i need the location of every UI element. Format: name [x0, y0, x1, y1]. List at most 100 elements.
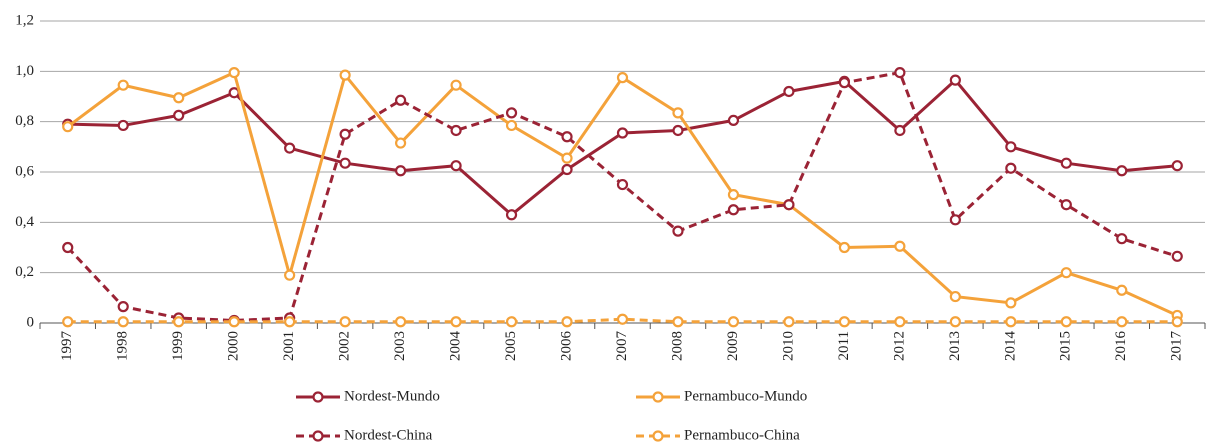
data-point: [394, 165, 407, 177]
series-line: [66, 70, 1178, 317]
data-point: [1005, 297, 1017, 309]
legend-marker: [652, 391, 664, 403]
data-point: [394, 94, 407, 106]
legend-label: Nordest-Mundo: [344, 388, 440, 404]
data-point: [949, 316, 961, 328]
x-tick-label: 2017: [1169, 331, 1185, 362]
data-point: [505, 209, 518, 221]
data-point: [62, 241, 74, 254]
data-point: [672, 124, 684, 137]
data-point: [783, 199, 795, 211]
legend-label: Pernambuco-China: [684, 427, 800, 443]
data-point: [1116, 233, 1128, 245]
x-tick-label: 2006: [558, 331, 574, 362]
data-point: [173, 92, 185, 104]
data-point: [339, 128, 351, 140]
x-tick-label: 2011: [836, 331, 852, 360]
data-point: [949, 290, 961, 303]
x-tick-label: 2016: [1113, 331, 1129, 362]
data-point: [672, 225, 684, 237]
data-point: [117, 301, 129, 313]
data-point: [450, 79, 462, 91]
data-point: [284, 316, 296, 328]
data-point: [561, 131, 573, 143]
data-point: [894, 124, 906, 137]
data-point: [284, 269, 296, 281]
data-point: [672, 107, 684, 119]
data-point: [561, 152, 573, 164]
data-point: [450, 124, 462, 137]
x-tick-label: 2002: [337, 331, 353, 361]
data-point: [339, 69, 351, 81]
data-point: [228, 66, 240, 79]
x-tick-label: 2014: [1002, 331, 1018, 362]
legend-marker: [312, 391, 324, 403]
data-point: [62, 316, 74, 328]
series-line: [66, 70, 1178, 322]
x-tick-label: 2009: [725, 331, 741, 361]
data-point: [62, 121, 74, 133]
legend-marker: [652, 430, 664, 442]
data-point: [394, 316, 407, 328]
x-tick-label: 2012: [891, 331, 907, 361]
x-tick-label: 1997: [59, 331, 75, 362]
y-tick-label: 1,0: [15, 63, 34, 79]
data-point: [1060, 157, 1072, 169]
y-tick-label: 0,2: [15, 264, 34, 280]
data-point: [1005, 162, 1017, 174]
x-tick-label: 2000: [226, 331, 242, 361]
x-tick-label: 1998: [115, 331, 131, 361]
data-point: [783, 85, 795, 98]
data-point: [173, 109, 185, 121]
data-point: [1005, 141, 1017, 153]
data-point: [1060, 267, 1072, 279]
series-line: [67, 317, 1178, 324]
data-point: [505, 316, 518, 328]
x-tick-label: 2013: [947, 331, 963, 361]
data-point: [117, 316, 129, 328]
data-point: [1171, 250, 1183, 262]
data-point: [173, 316, 185, 328]
x-tick-label: 2015: [1058, 331, 1074, 361]
data-point: [117, 79, 129, 91]
data-point: [117, 119, 129, 132]
data-point: [1005, 316, 1017, 328]
data-point: [894, 66, 906, 79]
data-point: [1171, 316, 1183, 328]
legend-marker: [312, 430, 324, 442]
y-tick-label: 0,8: [15, 113, 34, 129]
data-point: [284, 142, 296, 154]
x-tick-label: 2004: [448, 331, 464, 362]
data-point: [838, 241, 851, 254]
data-point: [450, 160, 462, 172]
data-point: [727, 189, 740, 201]
x-tick-label: 2008: [669, 331, 685, 361]
data-point: [727, 114, 740, 127]
data-point: [1060, 316, 1072, 328]
y-tick-label: 0,6: [15, 163, 34, 179]
x-tick-label: 1999: [170, 331, 186, 361]
data-point: [1171, 160, 1183, 172]
data-point: [394, 137, 407, 149]
x-tick-label: 2005: [503, 331, 519, 361]
data-point: [616, 127, 629, 139]
x-tick-label: 2010: [780, 331, 796, 361]
x-tick-label: 2007: [614, 331, 630, 362]
data-point: [894, 240, 906, 252]
data-point: [561, 163, 573, 176]
data-point: [1116, 316, 1128, 328]
data-point: [616, 72, 629, 84]
data-point: [949, 74, 961, 86]
y-tick-label: 0,4: [15, 214, 34, 230]
data-point: [228, 316, 240, 328]
legend-label: Pernambuco-Mundo: [684, 388, 807, 404]
data-point: [1116, 284, 1128, 296]
legend-label: Nordest-China: [344, 427, 433, 443]
data-point: [838, 77, 851, 89]
data-point: [561, 316, 573, 328]
data-point: [727, 204, 740, 216]
data-point: [1060, 199, 1072, 211]
data-point: [672, 316, 684, 328]
data-point: [894, 316, 906, 328]
